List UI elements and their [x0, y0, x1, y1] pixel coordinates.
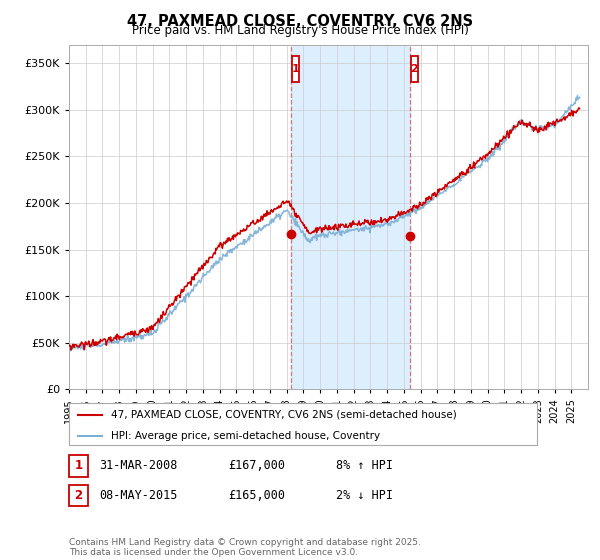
- Text: £165,000: £165,000: [228, 489, 285, 502]
- Text: £167,000: £167,000: [228, 459, 285, 473]
- Text: 2% ↓ HPI: 2% ↓ HPI: [336, 489, 393, 502]
- Text: 2: 2: [410, 64, 418, 74]
- Text: HPI: Average price, semi-detached house, Coventry: HPI: Average price, semi-detached house,…: [111, 431, 380, 441]
- Text: 8% ↑ HPI: 8% ↑ HPI: [336, 459, 393, 473]
- Text: 47, PAXMEAD CLOSE, COVENTRY, CV6 2NS: 47, PAXMEAD CLOSE, COVENTRY, CV6 2NS: [127, 14, 473, 29]
- Text: 2: 2: [74, 489, 83, 502]
- Text: 31-MAR-2008: 31-MAR-2008: [99, 459, 178, 473]
- Text: 1: 1: [292, 64, 299, 74]
- Text: Price paid vs. HM Land Registry's House Price Index (HPI): Price paid vs. HM Land Registry's House …: [131, 24, 469, 37]
- Text: 47, PAXMEAD CLOSE, COVENTRY, CV6 2NS (semi-detached house): 47, PAXMEAD CLOSE, COVENTRY, CV6 2NS (se…: [111, 410, 457, 420]
- FancyBboxPatch shape: [411, 56, 418, 82]
- Text: Contains HM Land Registry data © Crown copyright and database right 2025.
This d: Contains HM Land Registry data © Crown c…: [69, 538, 421, 557]
- FancyBboxPatch shape: [292, 56, 299, 82]
- Bar: [291, 45, 410, 389]
- Text: 08-MAY-2015: 08-MAY-2015: [99, 489, 178, 502]
- Text: 1: 1: [74, 459, 83, 473]
